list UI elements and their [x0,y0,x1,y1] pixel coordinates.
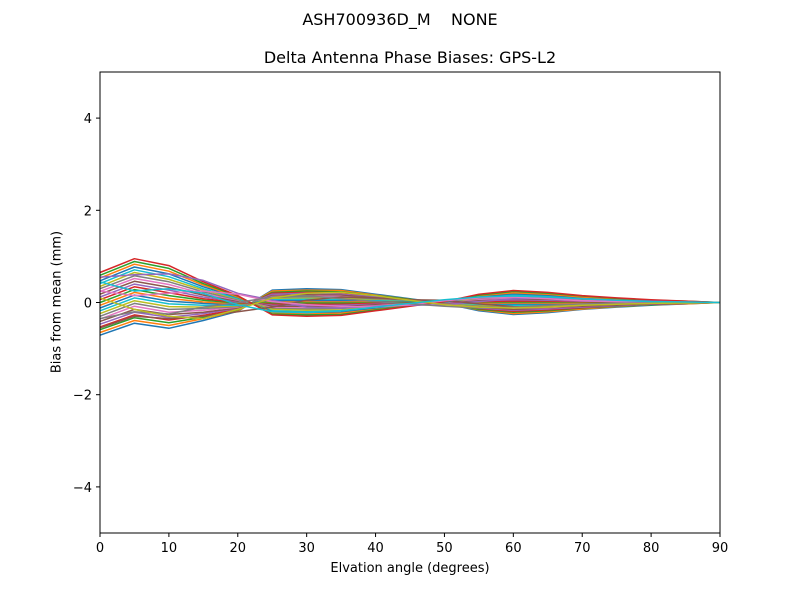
x-tick-label: 90 [712,541,729,556]
x-tick-label: 30 [298,541,315,556]
figure-suptitle: ASH700936D_M NONE [302,10,498,29]
x-tick-label: 20 [230,541,247,556]
x-axis-ticks: 0 10 20 30 40 50 60 70 80 90 [96,533,728,556]
x-tick-label: 50 [436,541,453,556]
series-lines [99,257,721,336]
y-tick-label: 4 [84,112,92,127]
y-tick-label: 0 [84,297,92,312]
x-tick-label: 10 [161,541,178,556]
y-axis-ticks: −4 −2 0 2 4 [73,112,100,496]
series-line [99,257,721,318]
x-tick-label: 80 [643,541,660,556]
y-tick-label: −4 [73,481,92,496]
x-tick-label: 40 [367,541,384,556]
chart-title: Delta Antenna Phase Biases: GPS-L2 [263,48,557,67]
series-line [99,281,721,314]
y-tick-label: −2 [73,389,92,404]
x-axis-label: Elvation angle (degrees) [330,561,490,576]
x-tick-label: 70 [574,541,591,556]
series-line [99,291,721,320]
y-tick-label: 2 [84,204,92,219]
x-tick-label: 0 [96,541,104,556]
series-line [99,290,720,308]
y-axis-label: Bias from mean (mm) [49,230,65,374]
x-tick-label: 60 [505,541,522,556]
